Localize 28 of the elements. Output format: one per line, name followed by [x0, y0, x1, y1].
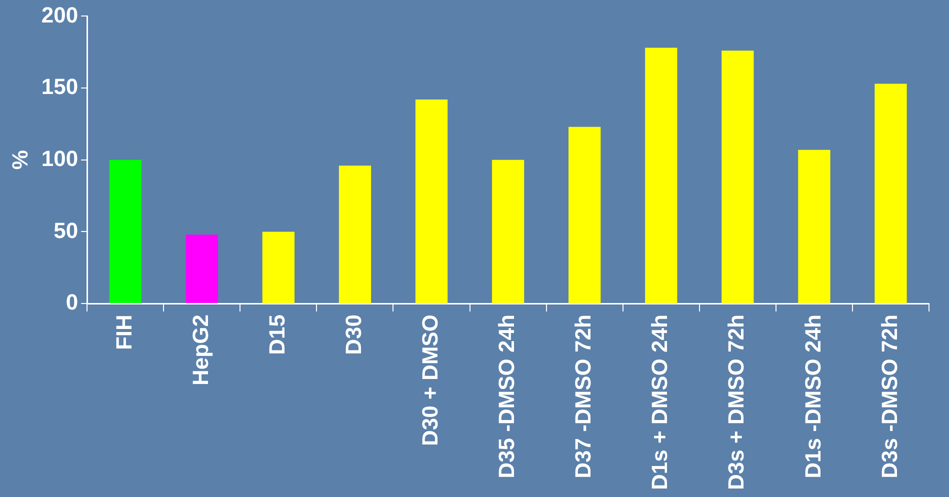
x-tick-label: D35 -DMSO 24h [494, 314, 520, 478]
x-tick-label: D1s + DMSO 24h [647, 314, 672, 490]
bar [568, 126, 601, 304]
y-tick-label: 200 [41, 2, 78, 28]
y-tick-label: 100 [41, 146, 78, 171]
bar [645, 48, 678, 304]
bar [722, 50, 754, 304]
x-tick-label: D37 -DMSO 72h [570, 314, 596, 478]
bar [415, 100, 448, 304]
x-tick-label: D30 + DMSO [418, 314, 443, 446]
bar [186, 234, 218, 304]
x-tick-label: HepG2 [188, 314, 213, 386]
bar [109, 160, 142, 304]
y-tick-label: 0 [66, 290, 78, 315]
x-tick-label: FIH [111, 314, 136, 350]
x-tick-label: D1s -DMSO 24h [800, 314, 826, 478]
y-axis-title: % [7, 150, 32, 170]
bar [262, 232, 295, 304]
bar [798, 150, 830, 304]
x-tick-label: D3s -DMSO 72h [876, 314, 902, 478]
bar [338, 166, 372, 304]
y-tick-label: 50 [54, 218, 78, 243]
bar [874, 84, 907, 304]
x-tick-label: D30 [341, 314, 366, 355]
x-tick-label: D3s + DMSO 72h [724, 314, 749, 490]
bar [492, 160, 524, 304]
y-tick-label: 150 [41, 74, 78, 100]
x-tick-label: D15 [264, 314, 290, 355]
